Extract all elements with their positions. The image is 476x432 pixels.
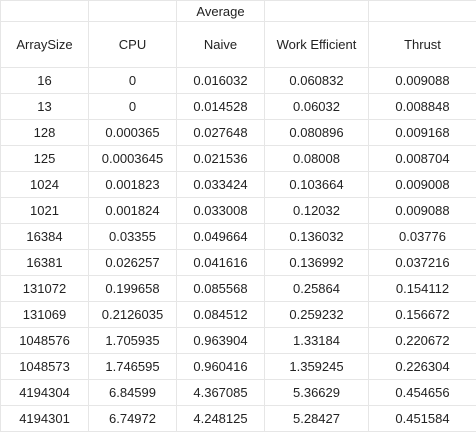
cell-cpu: 0.001824 <box>88 197 177 224</box>
group-header-average: Average <box>176 0 265 22</box>
cell-naive: 0.033424 <box>176 171 265 198</box>
cell-naive: 0.016032 <box>176 67 265 94</box>
cell-naive: 4.367085 <box>176 379 265 406</box>
cell-naive: 0.021536 <box>176 145 265 172</box>
cell-cpu: 0.2126035 <box>88 301 177 328</box>
cell-cpu: 0.026257 <box>88 249 177 276</box>
cell-naive: 0.085568 <box>176 275 265 302</box>
cell-arraysize: 1048576 <box>0 327 89 354</box>
column-header-arraysize: ArraySize <box>0 21 89 68</box>
cell-thrust: 0.226304 <box>368 353 476 380</box>
cell-naive: 0.960416 <box>176 353 265 380</box>
cell-arraysize: 131072 <box>0 275 89 302</box>
cell-thrust: 0.037216 <box>368 249 476 276</box>
cell-naive: 0.027648 <box>176 119 265 146</box>
cell-thrust: 0.008848 <box>368 93 476 120</box>
column-header-naive: Naive <box>176 21 265 68</box>
cell-thrust: 0.454656 <box>368 379 476 406</box>
cell-thrust: 0.154112 <box>368 275 476 302</box>
cell-cpu: 6.84599 <box>88 379 177 406</box>
cell-thrust: 0.008704 <box>368 145 476 172</box>
group-header-spacer <box>264 0 369 22</box>
group-header-spacer <box>88 0 177 22</box>
cell-arraysize: 4194301 <box>0 405 89 432</box>
cell-naive: 0.014528 <box>176 93 265 120</box>
cell-naive: 0.049664 <box>176 223 265 250</box>
cell-naive: 0.084512 <box>176 301 265 328</box>
cell-work-efficient: 5.28427 <box>264 405 369 432</box>
cell-arraysize: 1021 <box>0 197 89 224</box>
cell-thrust: 0.009168 <box>368 119 476 146</box>
column-header-row: ArraySize CPU Naive Work Efficient Thrus… <box>0 21 476 68</box>
cell-work-efficient: 0.25864 <box>264 275 369 302</box>
cell-arraysize: 16 <box>0 67 89 94</box>
cell-thrust: 0.009008 <box>368 171 476 198</box>
table-row: 16 0 0.016032 0.060832 0.009088 <box>0 67 476 94</box>
cell-cpu: 0 <box>88 93 177 120</box>
table-row: 131069 0.2126035 0.084512 0.259232 0.156672 <box>0 301 476 328</box>
cell-cpu: 0.000365 <box>88 119 177 146</box>
cell-thrust: 0.156672 <box>368 301 476 328</box>
table-row: 1021 0.001824 0.033008 0.12032 0.009088 <box>0 197 476 224</box>
cell-thrust: 0.451584 <box>368 405 476 432</box>
cell-work-efficient: 0.136032 <box>264 223 369 250</box>
group-header-spacer <box>0 0 89 22</box>
cell-work-efficient: 1.359245 <box>264 353 369 380</box>
cell-arraysize: 13 <box>0 93 89 120</box>
cell-work-efficient: 0.08008 <box>264 145 369 172</box>
cell-naive: 0.033008 <box>176 197 265 224</box>
cell-cpu: 0 <box>88 67 177 94</box>
cell-cpu: 0.199658 <box>88 275 177 302</box>
cell-arraysize: 125 <box>0 145 89 172</box>
cell-cpu: 1.705935 <box>88 327 177 354</box>
table-row: 16384 0.03355 0.049664 0.136032 0.03776 <box>0 223 476 250</box>
cell-cpu: 6.74972 <box>88 405 177 432</box>
column-header-thrust: Thrust <box>368 21 476 68</box>
cell-cpu: 0.001823 <box>88 171 177 198</box>
cell-work-efficient: 0.136992 <box>264 249 369 276</box>
cell-work-efficient: 5.36629 <box>264 379 369 406</box>
cell-thrust: 0.220672 <box>368 327 476 354</box>
table-row: 1024 0.001823 0.033424 0.103664 0.009008 <box>0 171 476 198</box>
table-row: 125 0.0003645 0.021536 0.08008 0.008704 <box>0 145 476 172</box>
column-header-work-efficient: Work Efficient <box>264 21 369 68</box>
table-row: 1048573 1.746595 0.960416 1.359245 0.226304 <box>0 353 476 380</box>
cell-work-efficient: 1.33184 <box>264 327 369 354</box>
table-row: 4194304 6.84599 4.367085 5.36629 0.454656 <box>0 379 476 406</box>
cell-thrust: 0.009088 <box>368 197 476 224</box>
cell-naive: 0.041616 <box>176 249 265 276</box>
cell-arraysize: 128 <box>0 119 89 146</box>
cell-work-efficient: 0.06032 <box>264 93 369 120</box>
cell-arraysize: 1048573 <box>0 353 89 380</box>
table-row: 4194301 6.74972 4.248125 5.28427 0.451584 <box>0 405 476 432</box>
column-header-cpu: CPU <box>88 21 177 68</box>
table-row: 16381 0.026257 0.041616 0.136992 0.037216 <box>0 249 476 276</box>
table-row: 131072 0.199658 0.085568 0.25864 0.154112 <box>0 275 476 302</box>
cell-arraysize: 131069 <box>0 301 89 328</box>
cell-arraysize: 16384 <box>0 223 89 250</box>
table-row: 13 0 0.014528 0.06032 0.008848 <box>0 93 476 120</box>
cell-cpu: 1.746595 <box>88 353 177 380</box>
cell-work-efficient: 0.103664 <box>264 171 369 198</box>
cell-thrust: 0.03776 <box>368 223 476 250</box>
cell-work-efficient: 0.060832 <box>264 67 369 94</box>
cell-naive: 4.248125 <box>176 405 265 432</box>
cell-arraysize: 1024 <box>0 171 89 198</box>
cell-cpu: 0.03355 <box>88 223 177 250</box>
cell-work-efficient: 0.080896 <box>264 119 369 146</box>
cell-naive: 0.963904 <box>176 327 265 354</box>
group-header-spacer <box>368 0 476 22</box>
table-row: 128 0.000365 0.027648 0.080896 0.009168 <box>0 119 476 146</box>
group-header-row: Average <box>0 0 476 22</box>
table-row: 1048576 1.705935 0.963904 1.33184 0.220672 <box>0 327 476 354</box>
cell-arraysize: 16381 <box>0 249 89 276</box>
cell-arraysize: 4194304 <box>0 379 89 406</box>
cell-work-efficient: 0.259232 <box>264 301 369 328</box>
cell-cpu: 0.0003645 <box>88 145 177 172</box>
cell-thrust: 0.009088 <box>368 67 476 94</box>
cell-work-efficient: 0.12032 <box>264 197 369 224</box>
